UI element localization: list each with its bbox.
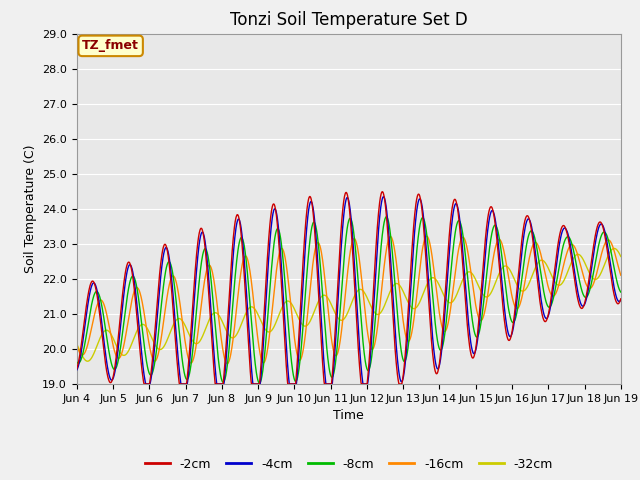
Text: TZ_fmet: TZ_fmet — [82, 39, 139, 52]
Title: Tonzi Soil Temperature Set D: Tonzi Soil Temperature Set D — [230, 11, 468, 29]
Legend: -2cm, -4cm, -8cm, -16cm, -32cm: -2cm, -4cm, -8cm, -16cm, -32cm — [140, 453, 558, 476]
X-axis label: Time: Time — [333, 409, 364, 422]
Y-axis label: Soil Temperature (C): Soil Temperature (C) — [24, 144, 36, 273]
